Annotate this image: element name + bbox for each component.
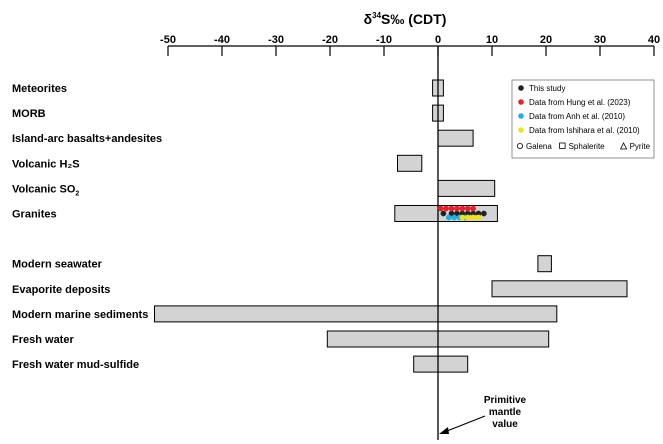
data-point [454, 205, 460, 212]
subscript: 2 [75, 190, 79, 197]
category-label: Fresh water mud-sulfide [12, 359, 139, 371]
category-label: Modern seawater [12, 259, 103, 271]
legend-marker [518, 99, 524, 105]
mineral-legend-label: Sphalerite [569, 142, 606, 151]
range-bar [437, 179, 496, 197]
data-point [451, 214, 458, 221]
range-bar [437, 129, 474, 147]
annotation-text: mantle [489, 407, 522, 418]
legend-label: This study [529, 84, 565, 93]
chart-title: δ34S‰ (CDT) [364, 11, 447, 27]
x-tick-label: 20 [540, 34, 552, 46]
title-text: S‰ (CDT) [381, 11, 446, 27]
x-tick-label: -50 [160, 34, 176, 46]
legend-label: Data from Anh et al. (2010) [529, 112, 625, 121]
category-label: Modern marine sediments [12, 309, 148, 321]
mineral-legend-label: Galena [526, 142, 552, 151]
range-bar [413, 355, 469, 373]
x-tick-label: 40 [648, 34, 660, 46]
title-superscript: 34 [372, 11, 381, 20]
category-label: Meteorites [12, 83, 67, 95]
data-point [440, 210, 447, 217]
range-bar [491, 280, 628, 298]
data-point [470, 205, 476, 212]
legend-marker [518, 113, 524, 119]
range-bar [154, 305, 558, 323]
category-label: Volcanic H₂S [12, 158, 80, 170]
x-tick-label: 10 [486, 34, 498, 46]
category-label: Island-arc basalts+andesites [12, 133, 162, 145]
category-label: MORB [12, 108, 46, 120]
data-point [464, 205, 471, 212]
data-point [459, 214, 466, 221]
x-tick-label: -10 [376, 34, 392, 46]
data-point [464, 214, 471, 221]
legend-box [511, 79, 655, 159]
category-label: Evaporite deposits [12, 284, 110, 296]
data-points [437, 205, 487, 221]
data-point [445, 214, 452, 221]
legend: This study Data from Hung et al. (2023) Da… [511, 79, 655, 159]
data-point [459, 205, 466, 212]
title-delta: δ [364, 11, 373, 27]
range-bar [397, 154, 423, 172]
x-axis: -50 -40 -30 -20 -10 0 10 20 30 40 [160, 34, 660, 56]
category-label: Fresh water [12, 334, 74, 346]
annotation-arrowhead [439, 427, 449, 434]
category-label: Granites [12, 209, 57, 221]
category-label: Volcanic SO2 [12, 183, 79, 197]
annotation-text: Primitive [484, 395, 527, 406]
category-labels: Meteorites MORB Island-arc basalts+andesit… [12, 83, 162, 371]
x-tick-label: 30 [594, 34, 606, 46]
x-tick-label: -20 [322, 34, 338, 46]
data-point [470, 214, 476, 221]
data-point [475, 214, 482, 221]
x-tick-label: -30 [268, 34, 284, 46]
annotation-arrow-line [441, 415, 486, 434]
annotation-text: value [492, 419, 518, 430]
data-point [448, 205, 455, 212]
data-point [437, 205, 444, 212]
galena-symbol [517, 142, 524, 149]
pyrite-symbol [619, 142, 628, 150]
legend-label: Data from Ishihara et al. (2010) [529, 126, 640, 135]
legend-marker [518, 127, 524, 133]
legend-marker [518, 85, 524, 91]
legend-label: Data from Hung et al. (2023) [529, 98, 631, 107]
data-point [443, 205, 449, 212]
data-point [481, 210, 487, 217]
sphalerite-symbol [559, 142, 566, 149]
range-bar [537, 255, 552, 273]
mineral-legend-label: Pyrite [630, 142, 651, 151]
x-tick-label: 0 [435, 34, 441, 46]
x-tick-label: -40 [214, 34, 230, 46]
